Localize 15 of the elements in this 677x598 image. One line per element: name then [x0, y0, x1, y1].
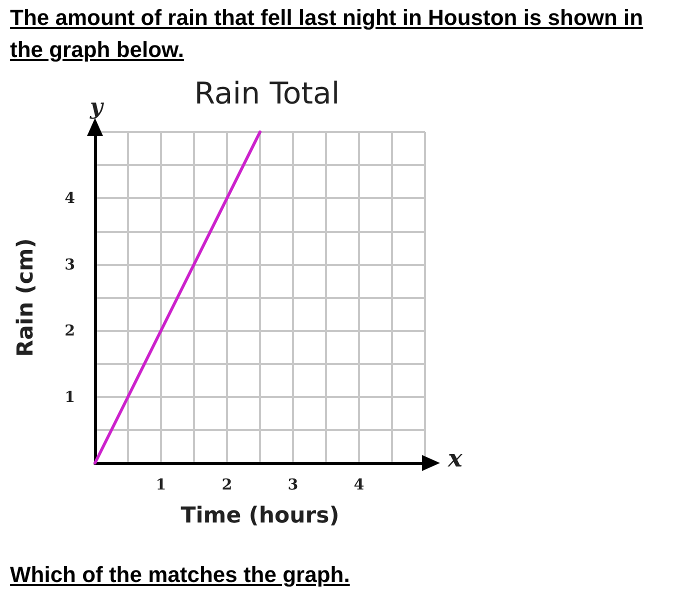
text: Which of the matches the graph. [10, 562, 350, 588]
text: x [447, 444, 463, 472]
x-tick-label: 4 [354, 476, 364, 494]
y-axis-title: Rain (cm) [14, 238, 38, 357]
y-tick-label: 3 [64, 255, 75, 274]
x-axis-title: Time (hours) [180, 504, 340, 528]
x-tick-label: 1 [156, 476, 166, 494]
x-tick-label: 2 [222, 476, 232, 494]
chart-title: Rain Total [194, 76, 340, 112]
text: y [89, 94, 105, 120]
y-tick-label: 1 [64, 388, 75, 406]
y-tick-label: 2 [64, 322, 75, 340]
x-tick-label: 3 [288, 476, 298, 494]
text: The amount of rain that fell last night in Houston is shown in the graph below. [10, 4, 644, 64]
y-tick-label: 4 [64, 189, 75, 208]
